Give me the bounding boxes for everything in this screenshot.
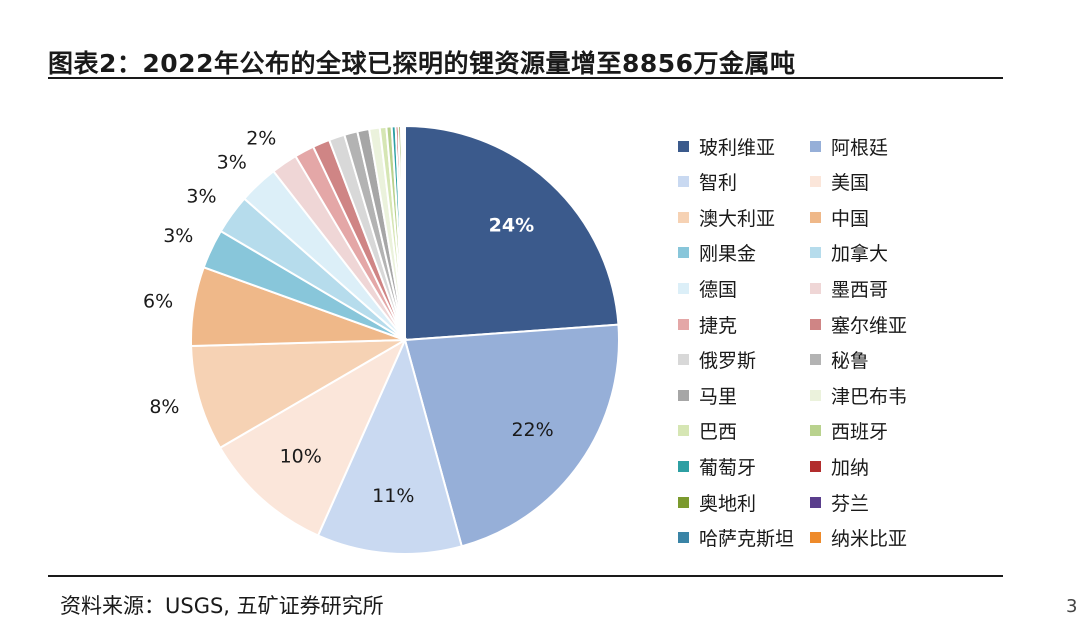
legend-label: 巴西 xyxy=(699,421,738,444)
legend-item: 中国 xyxy=(810,205,870,230)
pie-slice-1 xyxy=(403,323,620,548)
legend-item: 澳大利亚 xyxy=(678,205,776,230)
chart-title: 图表2：2022年公布的全球已探明的锂资源量增至8856万金属吨 xyxy=(48,49,796,78)
legend-swatch xyxy=(810,496,821,508)
legend-item: 马里 xyxy=(678,383,738,408)
source-note: 资料来源：USGS, 五矿证券研究所 xyxy=(60,594,384,618)
legend-swatch xyxy=(810,282,821,294)
legend-label: 智利 xyxy=(699,172,738,195)
legend-label: 西班牙 xyxy=(831,421,889,444)
pie-slice-4 xyxy=(190,339,406,450)
legend-item: 智利 xyxy=(678,170,737,194)
legend-label: 纳米比亚 xyxy=(831,528,908,551)
pie-slice-23 xyxy=(402,124,406,341)
legend-label: 澳大利亚 xyxy=(699,207,776,230)
legend-item: 津巴布韦 xyxy=(810,383,908,408)
legend-item: 塞尔维亚 xyxy=(810,312,908,337)
legend-item: 玻利维亚 xyxy=(678,134,776,159)
legend-label: 美国 xyxy=(831,172,870,195)
legend-swatch xyxy=(678,282,689,294)
legend-swatch xyxy=(810,389,821,401)
legend-item: 德国 xyxy=(678,276,738,301)
legend-item: 巴西 xyxy=(678,419,737,443)
slice-data-label-8: 3% xyxy=(217,151,247,173)
legend-swatch xyxy=(810,425,821,437)
slice-data-label-3: 10% xyxy=(280,445,322,467)
legend-label: 津巴布韦 xyxy=(831,385,908,408)
source-divider xyxy=(48,575,1003,577)
legend-item: 加纳 xyxy=(810,454,870,479)
legend-item: 美国 xyxy=(810,170,869,194)
legend-item: 加拿大 xyxy=(810,241,888,265)
slice-data-label-9: 2% xyxy=(246,128,276,150)
legend-swatch xyxy=(678,496,689,508)
legend-label: 马里 xyxy=(699,385,738,408)
legend-swatch xyxy=(678,318,689,330)
legend-item: 墨西哥 xyxy=(810,276,889,301)
legend-label: 加拿大 xyxy=(831,243,889,266)
legend-item: 芬兰 xyxy=(810,490,870,515)
legend-label: 俄罗斯 xyxy=(699,350,757,373)
legend-item: 奥地利 xyxy=(678,490,757,515)
legend-swatch xyxy=(678,140,689,152)
slice-data-label-7: 3% xyxy=(186,186,216,208)
pie-slice-2 xyxy=(316,337,464,555)
legend-swatch xyxy=(678,211,689,223)
legend-item: 刚果金 xyxy=(678,241,756,265)
legend-swatch xyxy=(678,532,689,544)
legend-swatch xyxy=(678,389,689,401)
legend-item: 葡萄牙 xyxy=(678,454,757,479)
legend-label: 中国 xyxy=(831,207,870,230)
legend-swatch xyxy=(678,176,689,188)
legend-item: 俄罗斯 xyxy=(678,348,756,372)
slice-data-label-0: 24% xyxy=(489,215,534,237)
legend-label: 墨西哥 xyxy=(831,278,889,301)
slice-data-label-6: 3% xyxy=(163,225,193,247)
pie-slice-3 xyxy=(218,337,408,537)
legend-item: 阿根廷 xyxy=(810,134,889,159)
legend-label: 芬兰 xyxy=(831,492,870,515)
legend-item: 哈萨克斯坦 xyxy=(678,526,794,550)
page-number: 3 xyxy=(1066,596,1078,617)
legend-label: 塞尔维亚 xyxy=(831,314,908,337)
slice-data-label-1: 22% xyxy=(511,419,553,441)
legend-item: 捷克 xyxy=(678,312,738,337)
legend-label: 德国 xyxy=(699,278,738,301)
legend-label: 玻利维亚 xyxy=(699,136,776,159)
legend-swatch xyxy=(810,318,821,330)
legend-item: 秘鲁 xyxy=(810,348,869,372)
legend-swatch xyxy=(810,176,821,188)
legend-label: 捷克 xyxy=(699,314,738,337)
legend-label: 加纳 xyxy=(831,456,870,479)
legend-label: 葡萄牙 xyxy=(699,456,757,479)
legend-label: 奥地利 xyxy=(699,492,757,515)
legend-item: 西班牙 xyxy=(810,419,888,443)
legend-swatch xyxy=(810,460,821,472)
legend-swatch xyxy=(810,211,821,223)
legend-swatch xyxy=(678,460,689,472)
slice-data-label-2: 11% xyxy=(372,485,414,507)
legend-label: 秘鲁 xyxy=(831,350,870,373)
legend-swatch xyxy=(810,532,821,544)
slice-data-label-5: 6% xyxy=(143,290,173,312)
legend-swatch xyxy=(810,247,821,259)
legend-swatch xyxy=(678,425,689,437)
legend-label: 阿根廷 xyxy=(831,136,889,159)
legend-swatch xyxy=(678,354,689,366)
slice-data-label-4: 8% xyxy=(149,396,179,418)
title-underline xyxy=(48,77,1003,79)
legend-swatch xyxy=(810,354,821,366)
legend-label: 哈萨克斯坦 xyxy=(699,528,795,551)
pie-slice-0 xyxy=(404,124,620,342)
legend-swatch xyxy=(810,140,821,152)
legend-label: 刚果金 xyxy=(699,243,757,266)
legend-swatch xyxy=(678,247,689,259)
legend-item: 纳米比亚 xyxy=(810,526,907,550)
